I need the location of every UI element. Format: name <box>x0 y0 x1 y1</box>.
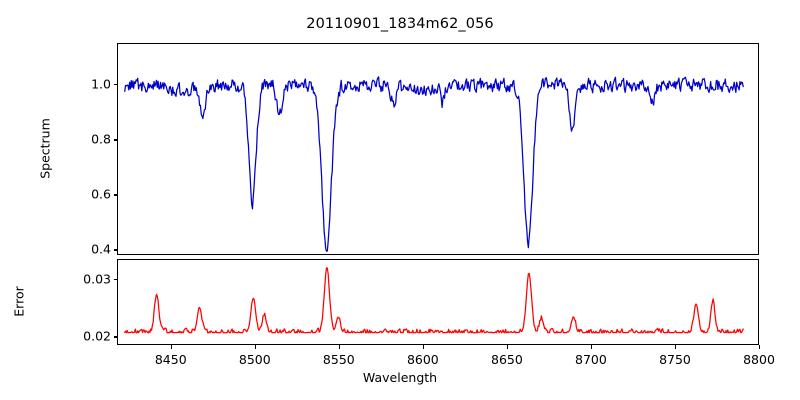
spectrum-plot-area <box>117 43 759 255</box>
spectrum-y-tick-label: 0.4 <box>91 241 111 257</box>
spectrum-y-tick <box>113 194 117 196</box>
spectrum-y-axis-label: Spectrum <box>37 118 53 179</box>
spectrum-y-tick-label: 0.6 <box>91 186 111 202</box>
x-tick <box>254 345 256 349</box>
error-y-tick <box>113 336 117 338</box>
x-tick <box>590 345 593 349</box>
spectrum-y-tick-label: 1.0 <box>91 76 111 92</box>
x-tick-label: 8700 <box>575 352 607 367</box>
x-tick-label: 8550 <box>322 352 355 367</box>
error-y-tick-label: 0.03 <box>83 271 111 287</box>
x-tick-label: 8750 <box>659 352 691 367</box>
error-y-tick-label: 0.02 <box>83 328 111 344</box>
error-line-series <box>124 267 744 334</box>
spectrum-y-tick <box>113 84 117 86</box>
x-tick-label: 8450 <box>154 352 187 367</box>
x-tick <box>506 345 509 349</box>
x-tick <box>759 345 761 349</box>
x-tick-label: 8800 <box>743 352 775 367</box>
page-title: 20110901_1834m62_056 <box>306 16 494 32</box>
spectrum-y-tick <box>113 139 117 141</box>
x-tick-label: 8600 <box>406 352 439 367</box>
x-tick-label: 8650 <box>491 352 523 367</box>
x-tick <box>422 345 424 349</box>
spectrum-y-tick <box>113 249 117 251</box>
x-tick-label: 8500 <box>238 352 271 367</box>
error-plot-area <box>117 259 759 345</box>
x-tick <box>170 345 172 349</box>
x-tick <box>674 345 677 349</box>
spectrum-line-series <box>124 76 744 252</box>
spectrum-y-tick-label: 0.8 <box>91 131 111 147</box>
x-tick <box>338 345 340 349</box>
error-y-axis-label: Error <box>11 286 27 317</box>
x-axis-label: Wavelength <box>362 370 438 385</box>
error-y-tick <box>113 279 117 281</box>
